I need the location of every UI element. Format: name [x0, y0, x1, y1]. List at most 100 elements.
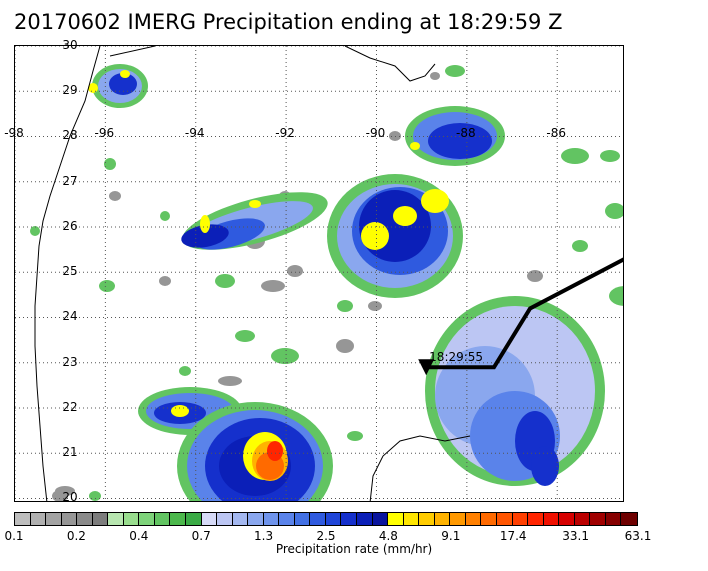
coastline-path	[369, 435, 471, 501]
colorbar-cell	[294, 513, 311, 525]
colorbar-tick-label: 0.2	[66, 529, 86, 543]
track-line	[426, 257, 623, 370]
colorbar-cell	[154, 513, 171, 525]
colorbar	[14, 512, 638, 526]
colorbar-cell	[15, 513, 31, 525]
colorbar-cell	[232, 513, 249, 525]
track-time-label: 18:29:55	[429, 350, 484, 365]
colorbar-tick-label: 4.8	[378, 529, 398, 543]
colorbar-cell	[263, 513, 280, 525]
colorbar-tick-label: 63.1	[624, 529, 652, 543]
coastline-path	[344, 46, 436, 82]
precip-cell	[215, 274, 235, 288]
lon-label: -86	[546, 126, 567, 141]
precip-cell	[527, 270, 543, 282]
colorbar-cell	[605, 513, 622, 525]
lon-label: -92	[275, 126, 295, 141]
colorbar-cell	[574, 513, 591, 525]
lon-label: -96	[94, 126, 115, 141]
precip-cell	[55, 486, 75, 496]
lon-label: -94	[184, 126, 205, 141]
precip-cell	[600, 150, 620, 162]
track-marker	[418, 359, 435, 376]
precip-cell	[361, 222, 389, 250]
lat-label: 29	[62, 83, 78, 98]
precip-cell	[445, 65, 465, 77]
precip-cell	[104, 158, 116, 170]
precip-cell	[120, 70, 130, 78]
colorbar-cell	[46, 513, 62, 525]
colorbar-cell	[108, 513, 124, 525]
lon-label: -88	[456, 126, 476, 141]
colorbar-tick-label: 33.1	[562, 529, 589, 543]
precip-cell	[88, 83, 98, 93]
precip-cell	[267, 441, 283, 461]
precip-cell	[89, 491, 101, 501]
lat-label: 26	[62, 218, 78, 233]
satellite-track	[418, 257, 623, 376]
colorbar-tick-label: 1.3	[254, 529, 274, 543]
precip-cell	[109, 191, 121, 201]
colorbar-cell	[217, 513, 233, 525]
coastline	[34, 46, 471, 501]
precip-cell	[347, 431, 363, 441]
lon-label: -98	[4, 126, 24, 141]
precip-cell	[171, 405, 189, 417]
precip-cell	[430, 72, 440, 80]
precip-cell	[235, 330, 255, 342]
colorbar-cell	[450, 513, 466, 525]
precip-cell	[160, 211, 170, 221]
precip-cell	[200, 215, 210, 233]
colorbar-tick-label: 9.1	[441, 529, 461, 543]
colorbar-cell	[496, 513, 513, 525]
lat-label: 24	[62, 309, 78, 324]
map-title: 20170602 IMERG Precipitation ending at 1…	[14, 10, 563, 34]
precip-cell	[531, 446, 559, 486]
precip-cell	[271, 348, 299, 364]
lat-label: 21	[62, 445, 78, 460]
colorbar-cell	[357, 513, 373, 525]
precip-cell	[410, 142, 420, 150]
colorbar-cell	[92, 513, 109, 525]
precip-cell	[337, 300, 353, 312]
colorbar-cell	[310, 513, 326, 525]
colorbar-tick-label: 0.7	[191, 529, 211, 543]
lat-label: 25	[62, 264, 78, 279]
colorbar-cell	[481, 513, 497, 525]
colorbar-cell	[512, 513, 529, 525]
colorbar-cell	[403, 513, 420, 525]
coastline-path	[109, 46, 156, 57]
colorbar-cell	[528, 513, 544, 525]
colorbar-cell	[170, 513, 187, 525]
colorbar-cell	[248, 513, 264, 525]
colorbar-title: Precipitation rate (mm/hr)	[275, 542, 433, 556]
colorbar-cell	[279, 513, 295, 525]
precip-cell	[109, 73, 137, 95]
precip-cell	[561, 148, 589, 164]
precip-cell	[368, 301, 382, 311]
colorbar-cell	[341, 513, 358, 525]
colorbar-cell	[434, 513, 451, 525]
precip-cell	[393, 206, 417, 226]
coastline-path	[34, 46, 101, 501]
colorbar-cell	[139, 513, 155, 525]
precip-cell	[572, 240, 588, 252]
precip-cell	[181, 224, 229, 248]
precip-cell	[249, 200, 261, 208]
colorbar-cell	[30, 513, 47, 525]
lon-label: -90	[365, 126, 386, 141]
colorbar-tick-label: 2.5	[316, 529, 336, 543]
colorbar-tick-label: 0.4	[129, 529, 149, 543]
colorbar-cell	[123, 513, 140, 525]
colorbar-cell	[621, 513, 637, 525]
colorbar-cell	[388, 513, 404, 525]
colorbar-cell	[77, 513, 93, 525]
precip-cell	[159, 276, 171, 286]
precipitation-map	[14, 45, 624, 502]
lat-label: 23	[62, 354, 78, 369]
graticule	[15, 46, 623, 501]
precip-cell	[287, 265, 303, 277]
colorbar-cell	[419, 513, 435, 525]
precip-cell	[336, 339, 354, 353]
lat-label: 22	[62, 399, 78, 414]
